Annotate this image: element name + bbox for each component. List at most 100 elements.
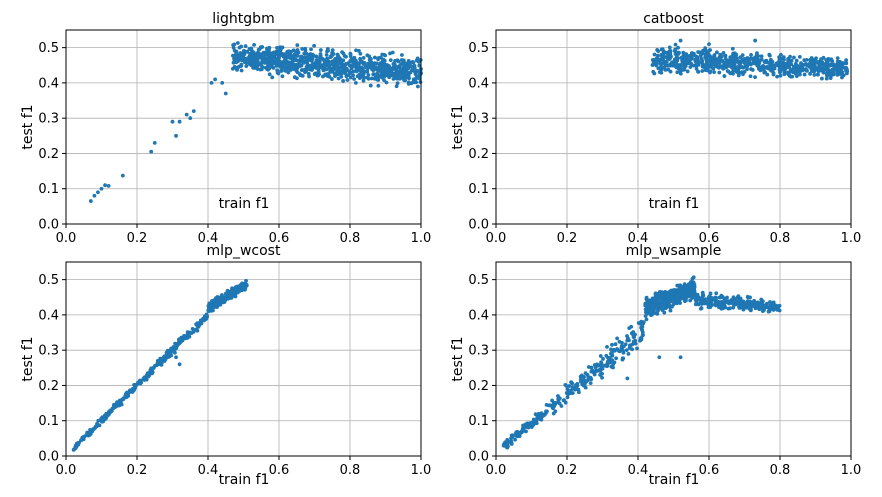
data-point [170,119,175,124]
y-axis-label: test f1 [450,336,466,381]
data-point [325,57,330,62]
data-point [271,52,276,57]
data-point [650,296,655,301]
data-point [318,53,323,58]
data-point [612,348,616,353]
data-point [323,62,327,67]
data-point [749,303,753,308]
data-point [745,67,749,72]
data-point [797,54,802,59]
data-point [234,51,239,55]
data-point [329,77,334,81]
data-point [393,58,397,63]
x-tick-label: 0.8 [770,463,791,478]
data-point [362,69,366,74]
data-point [416,84,420,89]
data-point [511,433,515,438]
data-point [416,59,421,64]
data-point [264,46,269,51]
data-point [610,358,615,363]
data-point [829,63,834,68]
data-point [750,68,755,72]
data-point [304,69,308,74]
data-point [177,119,182,124]
y-tick-label: 0.3 [38,344,59,359]
data-point [707,42,711,47]
data-point [714,291,719,296]
data-point [791,66,796,71]
data-point [782,61,787,66]
data-point [756,58,761,63]
data-point [223,91,228,96]
data-point [730,46,735,51]
data-point [704,300,709,305]
data-point [564,384,569,388]
data-point [297,64,302,69]
data-point [79,438,84,443]
data-point [190,327,195,331]
data-point [314,66,319,70]
data-point [340,67,345,72]
data-point [827,68,832,73]
data-point [351,63,356,68]
data-point [674,60,679,64]
data-point [358,51,363,56]
data-point [332,61,337,65]
data-point [696,69,700,74]
data-point [339,74,344,79]
data-point [213,302,218,306]
data-point [671,289,676,293]
data-point [598,354,603,358]
data-point [309,58,314,63]
data-point [230,286,234,291]
data-point [152,363,157,368]
data-point [210,299,215,304]
data-point [678,71,683,76]
data-point [760,65,765,69]
data-point [728,299,732,304]
data-point [295,53,300,58]
data-point [513,437,517,442]
data-point [375,61,379,66]
data-point [280,68,284,73]
data-point [656,66,661,71]
data-point [280,60,285,64]
data-point [281,53,285,58]
data-point [840,75,844,80]
data-point [414,74,419,79]
data-point [678,64,683,69]
data-point [320,65,325,70]
data-point [245,49,250,54]
data-point [668,295,673,300]
y-axis-label: test f1 [20,336,36,381]
data-point [808,71,812,76]
data-point [792,55,796,60]
x-tick-label: 0.4 [628,463,649,478]
data-point [782,72,787,77]
data-point [818,68,823,73]
data-point [106,410,111,414]
data-point [573,387,578,392]
data-point [221,300,226,305]
axes-frame [65,261,422,457]
data-point [403,71,408,76]
data-point [724,60,728,65]
data-point [646,305,651,310]
data-point [229,294,234,298]
y-tick-label: 0.3 [468,112,489,127]
data-point [92,426,96,431]
x-tick-label: 0.0 [56,463,77,478]
data-point [357,72,362,77]
data-point [164,353,169,358]
data-point [737,65,742,70]
data-point [351,69,356,74]
data-point [300,47,305,51]
data-point [765,301,769,306]
data-point [392,67,397,72]
x-tick-label: 0.4 [198,231,219,246]
data-point [576,387,581,392]
data-point [749,52,753,57]
data-point [356,48,361,53]
data-point [708,69,713,74]
data-point [761,308,766,313]
